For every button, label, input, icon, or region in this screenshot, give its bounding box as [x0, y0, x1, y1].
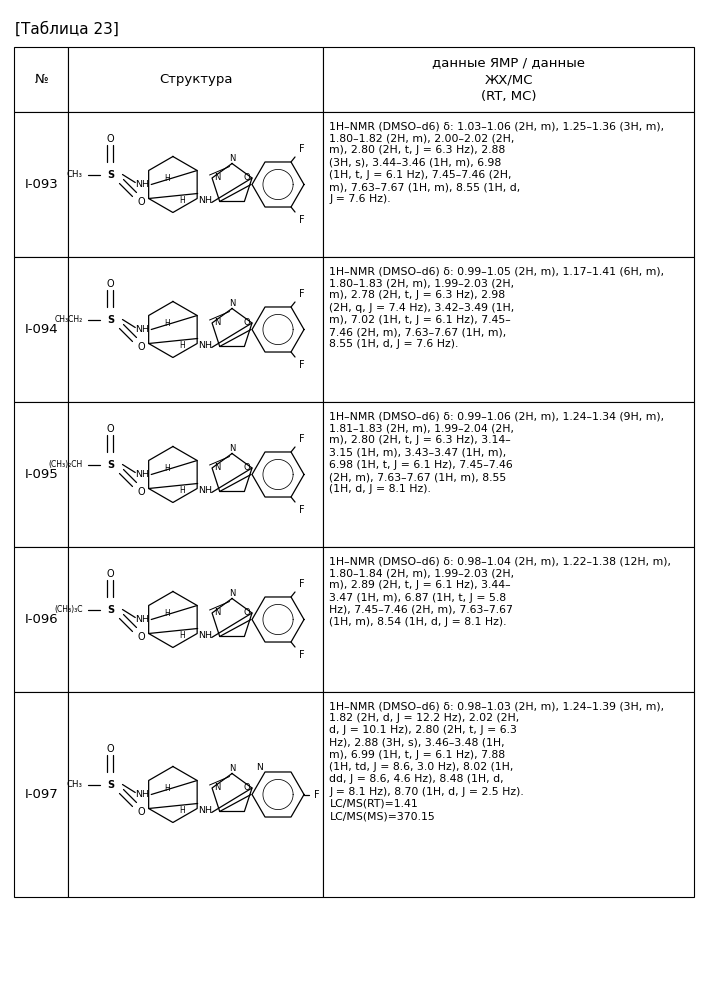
Text: F: F [314, 789, 319, 799]
Text: N: N [229, 589, 235, 598]
Text: NH: NH [198, 806, 212, 815]
Text: F: F [299, 144, 304, 154]
Text: NH: NH [135, 180, 149, 189]
Text: NH: NH [198, 486, 212, 495]
Text: 1H–NMR (DMSO–d6) δ: 0.99–1.06 (2H, m), 1.24–1.34 (9H, m),
1.81–1.83 (2H, m), 1.9: 1H–NMR (DMSO–d6) δ: 0.99–1.06 (2H, m), 1… [329, 411, 665, 495]
Text: данные ЯМР / данные
ЖХ/МС
(RT, МС): данные ЯМР / данные ЖХ/МС (RT, МС) [432, 56, 586, 103]
Text: H: H [164, 784, 170, 793]
Text: I-093: I-093 [24, 178, 58, 191]
Text: N: N [256, 763, 263, 772]
Text: O: O [244, 173, 251, 182]
Text: F: F [299, 434, 304, 444]
Bar [324, 692, 694, 897]
Bar [69, 112, 324, 257]
Text: O: O [244, 463, 251, 472]
Text: H: H [179, 341, 185, 350]
Text: F: F [299, 579, 304, 589]
Bar [69, 257, 324, 402]
Text: (CH₃)₃C: (CH₃)₃C [54, 605, 83, 614]
Text: N: N [229, 444, 235, 453]
Text: O: O [107, 743, 114, 753]
Text: N: N [214, 607, 220, 616]
Text: (CH₃)₂CH: (CH₃)₂CH [48, 460, 83, 469]
Text: F: F [299, 505, 304, 515]
Bar [324, 257, 694, 402]
Text: N: N [214, 318, 220, 327]
Text: H: H [179, 631, 185, 640]
Text: H: H [179, 806, 185, 815]
Text: 1H–NMR (DMSO–d6) δ: 0.98–1.03 (2H, m), 1.24–1.39 (3H, m),
1.82 (2H, d, J = 12.2 : 1H–NMR (DMSO–d6) δ: 0.98–1.03 (2H, m), 1… [329, 701, 665, 821]
Text: O: O [244, 782, 251, 791]
Text: S: S [107, 315, 114, 325]
Bar [69, 547, 324, 692]
Text: CH₃: CH₃ [67, 780, 83, 789]
Text: NH: NH [135, 615, 149, 624]
Text: H: H [164, 464, 170, 473]
Bar [14, 112, 69, 257]
Bar [14, 692, 69, 897]
Text: O: O [244, 318, 251, 327]
Text: CH₃CH₂: CH₃CH₂ [55, 315, 83, 324]
Text: I-095: I-095 [24, 468, 58, 481]
Text: O: O [107, 424, 114, 434]
Bar [14, 402, 69, 547]
Text: NH: NH [198, 631, 212, 640]
Text: O: O [107, 134, 114, 144]
Text: I-094: I-094 [24, 323, 58, 336]
Text: I-096: I-096 [24, 613, 58, 626]
Bar [324, 47, 694, 112]
Text: NH: NH [135, 470, 149, 479]
Text: H: H [164, 174, 170, 183]
Bar [69, 47, 324, 112]
Text: S: S [107, 460, 114, 470]
Text: N: N [214, 463, 220, 472]
Text: I-097: I-097 [24, 788, 58, 801]
Text: CH₃: CH₃ [67, 170, 83, 179]
Text: S: S [107, 170, 114, 180]
Text: H: H [164, 609, 170, 618]
Text: Структура: Структура [159, 73, 233, 86]
Bar [324, 402, 694, 547]
Text: S: S [107, 604, 114, 614]
Text: N: N [214, 173, 220, 182]
Text: NH: NH [135, 790, 149, 799]
Text: F: F [299, 215, 304, 225]
Text: NH: NH [135, 325, 149, 334]
Text: H: H [179, 196, 185, 205]
Text: O: O [137, 342, 145, 352]
Bar [69, 692, 324, 897]
Text: N: N [229, 299, 235, 308]
Text: NH: NH [198, 196, 212, 205]
Text: NH: NH [198, 341, 212, 350]
Text: H: H [164, 319, 170, 328]
Text: N: N [214, 782, 220, 791]
Text: S: S [107, 779, 114, 789]
Text: №: № [34, 73, 48, 86]
Text: N: N [229, 154, 235, 163]
Text: O: O [137, 487, 145, 497]
Text: [Таблица 23]: [Таблица 23] [15, 21, 119, 36]
Bar [14, 47, 69, 112]
Text: N: N [229, 764, 235, 773]
Bar [324, 112, 694, 257]
Text: O: O [137, 197, 145, 207]
Text: 1H–NMR (DMSO–d6) δ: 0.98–1.04 (2H, m), 1.22–1.38 (12H, m),
1.80–1.84 (2H, m), 1.: 1H–NMR (DMSO–d6) δ: 0.98–1.04 (2H, m), 1… [329, 556, 671, 627]
Text: F: F [299, 650, 304, 660]
Bar [14, 257, 69, 402]
Text: H: H [179, 486, 185, 495]
Text: O: O [107, 279, 114, 289]
Bar [14, 547, 69, 692]
Bar [69, 402, 324, 547]
Text: 1H–NMR (DMSO–d6) δ: 0.99–1.05 (2H, m), 1.17–1.41 (6H, m),
1.80–1.83 (2H, m), 1.9: 1H–NMR (DMSO–d6) δ: 0.99–1.05 (2H, m), 1… [329, 266, 665, 350]
Text: O: O [137, 631, 145, 641]
Text: F: F [299, 289, 304, 299]
Text: O: O [137, 806, 145, 816]
Text: O: O [107, 568, 114, 578]
Text: O: O [244, 607, 251, 616]
Text: F: F [299, 360, 304, 370]
Text: 1H–NMR (DMSO–d6) δ: 1.03–1.06 (2H, m), 1.25–1.36 (3H, m),
1.80–1.82 (2H, m), 2.0: 1H–NMR (DMSO–d6) δ: 1.03–1.06 (2H, m), 1… [329, 121, 665, 205]
Bar [324, 547, 694, 692]
